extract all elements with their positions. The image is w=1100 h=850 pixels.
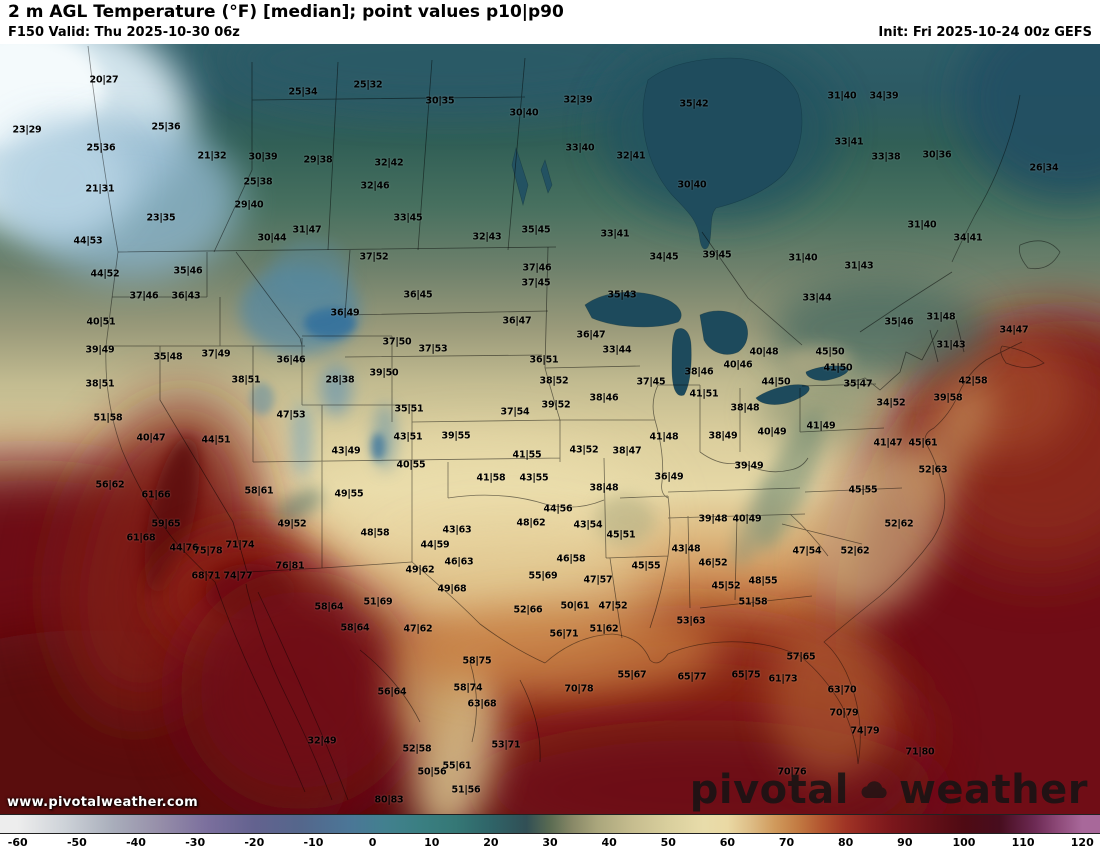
cloud-icon: [857, 778, 891, 802]
lake-huron: [699, 310, 748, 355]
colorbar-tick-label: -20: [244, 836, 265, 849]
colorbar-tick-label: 90: [897, 836, 913, 849]
lake-erie: [755, 384, 810, 405]
colorbar-tick-label: 50: [660, 836, 676, 849]
warm-regions: [0, 320, 1100, 814]
valid-time: F150 Valid: Thu 2025-10-30 06z: [8, 25, 240, 40]
colorbar-tick-label: 60: [719, 836, 736, 849]
us-east-borders: [544, 246, 965, 639]
colorbar-tick-label: -60: [7, 836, 28, 849]
mexico-borders: [246, 561, 546, 763]
colorbar-ticks: -60 -50 -40 -30 -20 -10 0 10 20 30 40 50 60 70 80 90 100…: [0, 835, 1100, 850]
init-time: Init: Fri 2025-10-24 00z GEFS: [878, 25, 1092, 40]
logo-word-weather: weather: [898, 767, 1088, 813]
colorbar-tick-label: 120: [1070, 836, 1094, 849]
colorbar-gradient: [0, 814, 1100, 834]
hudson-bay: [642, 57, 803, 250]
lake-winnipegosis: [540, 159, 553, 194]
colorbar-tick-label: 10: [424, 836, 440, 849]
coastlines: [87, 45, 1061, 801]
page-title: 2 m AGL Temperature (°F) [median]; point…: [8, 2, 564, 22]
lake-ontario: [805, 365, 849, 381]
colorbar-tick-label: -50: [66, 836, 87, 849]
colorbar-tick-label: 0: [368, 836, 377, 849]
water-bodies: [511, 57, 849, 405]
colorbar-tick-label: -40: [126, 836, 146, 849]
us-west-borders: [106, 246, 607, 573]
colorbar-tick-label: 30: [542, 836, 558, 849]
colorbar-tick-label: -10: [303, 836, 324, 849]
pivotal-weather-logo: pivotal weather: [690, 770, 1088, 810]
borders: [106, 57, 965, 763]
colorbar-tick-label: 40: [601, 836, 617, 849]
colorbar-tick-label: 70: [778, 836, 795, 849]
site-url-watermark: www.pivotalweather.com: [7, 795, 198, 810]
colorbar-tick-label: 20: [483, 836, 499, 849]
header: 2 m AGL Temperature (°F) [median]; point…: [0, 0, 1100, 44]
logo-word-pivotal: pivotal: [689, 767, 849, 813]
colorbar-tick-label: 80: [838, 836, 854, 849]
colorbar: -60 -50 -40 -30 -20 -10 0 10 20 30 40 50 60 70 80 90 100…: [0, 814, 1100, 850]
lake-superior: [584, 291, 682, 328]
colorbar-tick-label: 100: [952, 836, 976, 849]
colorbar-tick-label: 110: [1011, 836, 1035, 849]
canada-borders: [213, 57, 953, 346]
lake-michigan: [671, 328, 692, 396]
temperature-map[interactable]: [0, 44, 1100, 814]
colorbar-tick-label: -30: [185, 836, 206, 849]
